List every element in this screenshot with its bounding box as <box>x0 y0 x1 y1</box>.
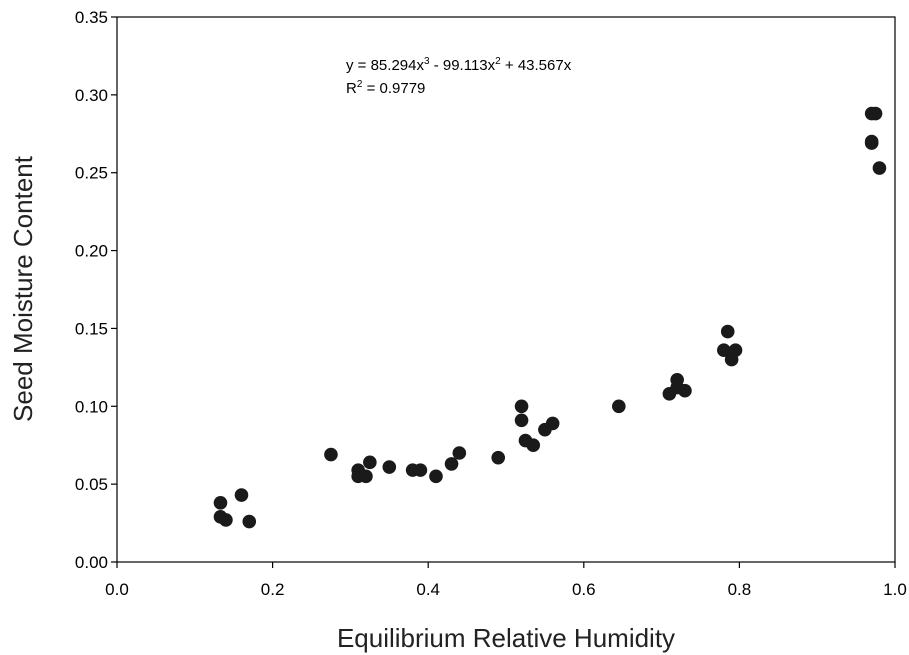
data-point <box>678 383 692 398</box>
fit-r-squared: R2 = 0.9779 <box>346 79 425 97</box>
data-point <box>213 496 228 510</box>
x-tick-label: 0.0 <box>105 580 129 599</box>
x-axis: 0.0 0.2 0.4 0.6 0.8 1.0 <box>105 562 907 599</box>
data-point <box>514 413 529 428</box>
fit-equation: y = 85.294x3 - 99.113x2 + 43.567x <box>346 56 572 74</box>
data-point <box>545 416 560 431</box>
data-point <box>382 460 397 474</box>
data-point <box>219 513 233 527</box>
y-axis: 0.00 0.05 0.10 0.15 0.20 0.25 0.30 0.35 <box>75 8 117 572</box>
data-point <box>324 447 338 462</box>
data-point <box>612 399 626 414</box>
data-point <box>491 450 506 465</box>
x-tick-label: 0.8 <box>728 580 752 599</box>
data-point <box>363 455 377 470</box>
data-point <box>444 457 459 471</box>
y-tick-label: 0.20 <box>75 242 108 261</box>
data-point <box>234 488 249 502</box>
y-tick-label: 0.05 <box>75 475 108 494</box>
x-tick-label: 0.6 <box>572 580 596 599</box>
data-point <box>242 514 257 529</box>
y-tick-label: 0.30 <box>75 86 108 105</box>
data-point <box>359 469 373 484</box>
plot-area <box>116 16 896 563</box>
data-point <box>514 399 529 414</box>
y-tick-label: 0.15 <box>75 319 108 338</box>
data-point <box>526 438 541 453</box>
data-point <box>717 343 731 358</box>
data-point <box>429 469 443 484</box>
data-points <box>213 106 887 529</box>
x-tick-label: 0.2 <box>261 580 285 599</box>
y-tick-label: 0.35 <box>75 8 108 27</box>
data-point <box>868 106 883 121</box>
data-point <box>872 161 887 175</box>
data-point <box>864 136 879 150</box>
y-tick-label: 0.00 <box>75 553 108 572</box>
x-tick-label: 1.0 <box>883 580 907 599</box>
data-point <box>720 324 735 339</box>
y-axis-title: Seed Moisture Content <box>8 155 38 422</box>
y-tick-label: 0.25 <box>75 164 108 183</box>
data-point <box>413 463 428 477</box>
data-point <box>452 446 467 460</box>
x-axis-title: Equilibrium Relative Humidity <box>337 623 675 653</box>
data-point <box>728 343 743 358</box>
x-tick-label: 0.4 <box>416 580 440 599</box>
y-tick-label: 0.10 <box>75 397 108 416</box>
